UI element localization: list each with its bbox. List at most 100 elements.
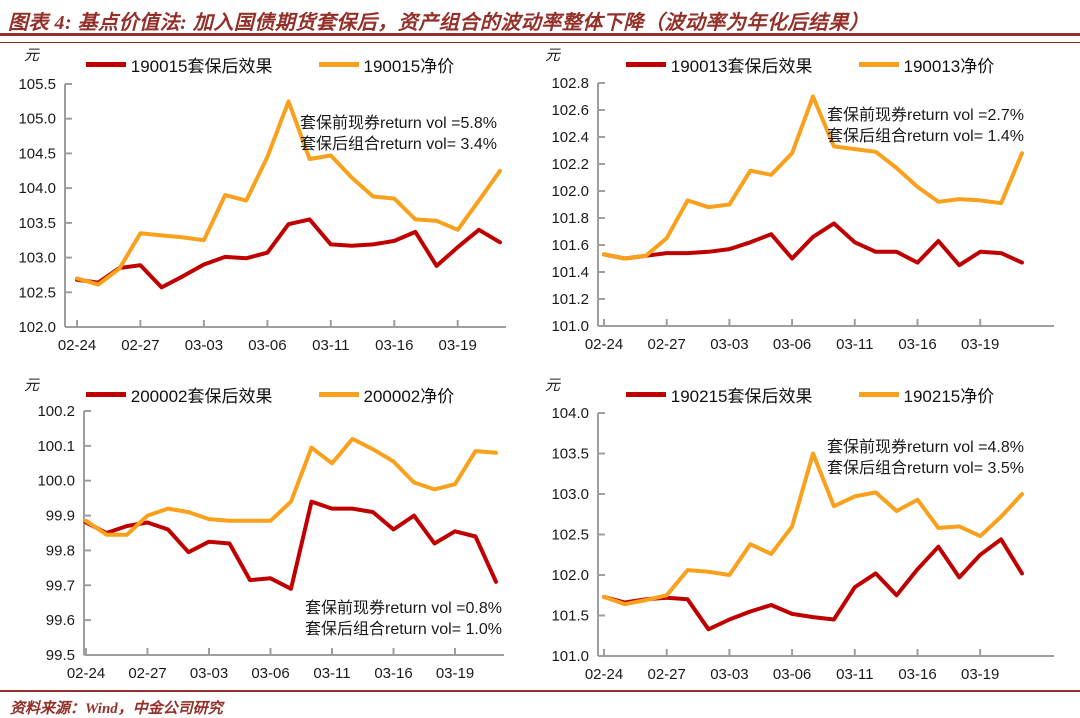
y-tick-label: 101.6: [551, 237, 589, 254]
y-tick-label: 99.7: [46, 577, 75, 594]
hedged-line-swatch: [85, 62, 126, 67]
y-tick-label: 102.6: [551, 102, 589, 119]
y-tick-label: 102.8: [551, 75, 589, 92]
y-tick-label: 99.8: [46, 542, 75, 559]
y-tick-label: 100.0: [37, 473, 75, 490]
x-tick-label: 03-11: [312, 337, 349, 354]
hedged-line: [602, 221, 1024, 268]
y-tick-label: 99.5: [46, 647, 75, 664]
plot-area: 104.0 103.5 103.0 102.5 102.0 101.5 101.002-24…: [551, 405, 1054, 683]
y-tick-label: 104.0: [551, 405, 589, 422]
vol-annotation-line2: 套保后组合return vol= 1.0%: [305, 620, 502, 638]
price-line-swatch: [858, 392, 899, 397]
y-tick-label: 103.0: [551, 486, 589, 503]
y-tick-label: 105.5: [18, 76, 56, 93]
x-tick-label: 02-24: [58, 337, 96, 354]
x-tick-label: 03-16: [375, 337, 413, 354]
legend-label-price: 200002净价: [363, 387, 455, 406]
price-line: [602, 94, 1024, 261]
vol-annotation-line1: 套保前现券return vol =5.8%: [300, 114, 497, 132]
y-tick-label: 102.4: [551, 129, 589, 146]
price-line-swatch: [318, 392, 359, 397]
y-axis-unit: 元: [24, 378, 40, 394]
vol-annotation-line1: 套保前现券return vol =0.8%: [305, 599, 502, 617]
legend-label-price: 190215净价: [903, 387, 995, 406]
x-tick-label: 02-27: [648, 336, 686, 353]
y-tick-label: 102.0: [18, 319, 56, 336]
vol-annotation-line2: 套保后组合return vol= 1.4%: [827, 127, 1024, 145]
legend-item-hedged: 190015套保后效果: [85, 52, 273, 77]
hedged-line-swatch: [625, 392, 666, 397]
legend-item-hedged: 200002套保后效果: [85, 382, 273, 407]
legend: 190013套保后效果 190013净价: [540, 52, 1080, 77]
legend-label-price: 190013净价: [903, 57, 995, 76]
vol-annotation-line2: 套保后组合return vol= 3.4%: [300, 135, 497, 153]
vol-annotation-line2: 套保后组合return vol= 3.5%: [827, 459, 1024, 477]
figure-title-row: 图表 4: 基点价值法: 加入国债期货套保后，资产组合的波动率整体下降（波动率为…: [8, 6, 1072, 35]
y-tick-label: 101.2: [551, 291, 589, 308]
plot-area: 105.5 105.0 104.5 104.0 103.5 103.0 102.5 102.0…: [18, 76, 506, 354]
x-tick-label: 03-19: [961, 336, 999, 353]
legend: 190015套保后效果 190015净价: [0, 52, 540, 77]
y-tick-label: 104.0: [18, 180, 56, 197]
y-tick-label: 100.1: [37, 438, 75, 455]
y-tick-label: 101.5: [551, 608, 589, 625]
legend-label-hedged: 190215套保后效果: [670, 387, 813, 406]
chart-200002: 元 200002套保后效果 200002净价 100.2 100.1 100.0 99…: [0, 370, 540, 700]
chart-190215: 元 190215套保后效果 190215净价 104.0 103.5 103.0 10…: [540, 370, 1080, 700]
legend-label-hedged: 190013套保后效果: [670, 57, 813, 76]
y-tick-label: 102.5: [551, 527, 589, 544]
legend-label-price: 190015净价: [363, 57, 455, 76]
y-tick-label: 100.2: [37, 403, 75, 420]
legend-item-price: 200002净价: [318, 382, 455, 407]
price-line: [602, 451, 1024, 607]
legend: 190215套保后效果 190215净价: [540, 382, 1080, 407]
x-tick-label: 03-16: [374, 665, 412, 682]
x-tick-label: 03-11: [313, 665, 350, 682]
title-divider: [0, 33, 1080, 43]
y-axis-unit: 元: [24, 48, 40, 64]
y-axis-unit: 元: [545, 48, 561, 64]
y-tick-label: 104.5: [18, 145, 56, 162]
figure-title: 图表 4: 基点价值法: 加入国债期货套保后，资产组合的波动率整体下降（波动率为…: [8, 12, 870, 34]
x-tick-label: 03-16: [898, 336, 936, 353]
y-axis-unit: 元: [545, 378, 561, 394]
y-tick-label: 103.5: [18, 215, 56, 232]
x-tick-label: 02-27: [121, 337, 159, 354]
chart-190013: 元 190013套保后效果 190013净价 102.8 102.6 102.4 10…: [540, 40, 1080, 370]
price-line: [84, 436, 498, 537]
vol-annotation-line1: 套保前现券return vol =4.8%: [827, 438, 1024, 456]
y-tick-label: 103.0: [18, 250, 56, 267]
y-tick-label: 103.5: [551, 446, 589, 463]
x-tick-label: 03-06: [773, 666, 811, 683]
x-tick-label: 03-03: [190, 665, 228, 682]
x-tick-label: 03-03: [710, 666, 748, 683]
legend-item-hedged: 190215套保后效果: [625, 382, 813, 407]
y-tick-label: 99.6: [46, 612, 75, 629]
vol-annotation-line1: 套保前现券return vol =2.7%: [827, 106, 1024, 124]
price-line-swatch: [318, 62, 359, 67]
y-tick-label: 102.0: [551, 567, 589, 584]
plot-area: 102.8 102.6 102.4 102.2 102.0 101.8 101.6 101.4…: [551, 75, 1054, 353]
x-tick-label: 02-24: [585, 336, 623, 353]
footer-divider: [0, 690, 1080, 692]
x-tick-label: 02-24: [585, 666, 623, 683]
price-line: [75, 99, 502, 287]
legend-item-price: 190013净价: [858, 52, 995, 77]
legend: 200002套保后效果 200002净价: [0, 382, 540, 407]
legend-label-hedged: 190015套保后效果: [130, 57, 273, 76]
x-tick-label: 03-19: [436, 665, 474, 682]
price-line-swatch: [858, 62, 899, 67]
hedged-line-swatch: [625, 62, 666, 67]
hedged-line-swatch: [85, 392, 126, 397]
x-tick-label: 03-11: [836, 666, 873, 683]
legend-item-hedged: 190013套保后效果: [625, 52, 813, 77]
x-tick-label: 03-03: [185, 337, 223, 354]
x-tick-label: 02-24: [67, 665, 105, 682]
source-note: 资料来源：Wind，中金公司研究: [10, 701, 223, 717]
x-tick-label: 03-19: [439, 337, 477, 354]
hedged-line: [75, 217, 502, 290]
x-tick-label: 03-06: [773, 336, 811, 353]
y-tick-label: 101.0: [551, 318, 589, 335]
legend-item-price: 190215净价: [858, 382, 995, 407]
